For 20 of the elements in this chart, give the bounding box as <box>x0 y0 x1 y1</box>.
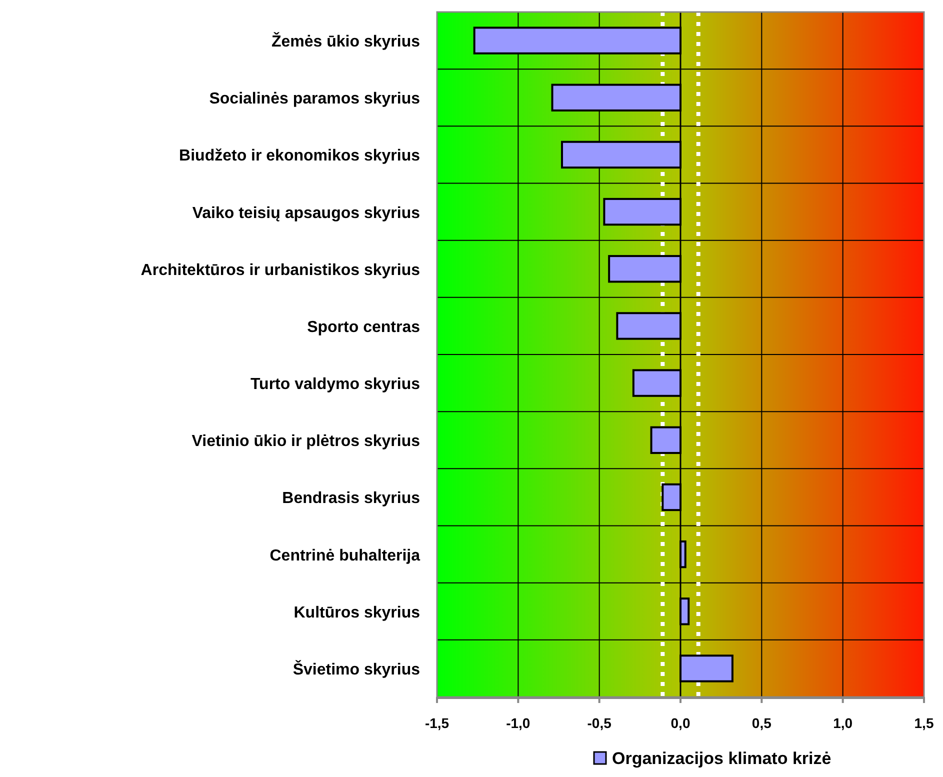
legend-label: Organizacijos klimato krizė <box>612 749 832 768</box>
x-tick-label: -1,0 <box>506 715 530 731</box>
x-tick-label: 0,5 <box>752 715 772 731</box>
y-tick-label: Vietinio ūkio ir plėtros skyrius <box>192 433 420 450</box>
y-tick-label: Švietimo skyrius <box>292 659 420 678</box>
y-tick-label: Socialinės paramos skyrius <box>209 90 420 108</box>
x-tick-label: -1,5 <box>424 715 450 731</box>
y-tick-label: Architektūros ir urbanistikos skyrius <box>140 262 420 279</box>
x-tick-label: 0,0 <box>670 715 690 731</box>
y-tick-label: Kultūros skyrius <box>294 604 420 622</box>
x-tick-label: 1,5 <box>914 715 934 731</box>
y-tick-label: Žemės ūkio skyrius <box>271 32 420 51</box>
x-tick-label: -0,5 <box>587 715 612 731</box>
y-tick-label: Centrinė buhalterija <box>270 547 420 564</box>
y-tick-label: Turto valdymo skyrius <box>250 376 420 394</box>
x-tick-label: 1,0 <box>833 715 853 731</box>
y-tick-label: Sporto centras <box>307 318 420 336</box>
y-tick-label: Biudžeto ir ekonomikos skyrius <box>179 148 420 165</box>
y-tick-label: Bendrasis skyrius <box>282 490 420 508</box>
y-tick-label: Vaiko teisių apsaugos skyrius <box>192 204 420 222</box>
